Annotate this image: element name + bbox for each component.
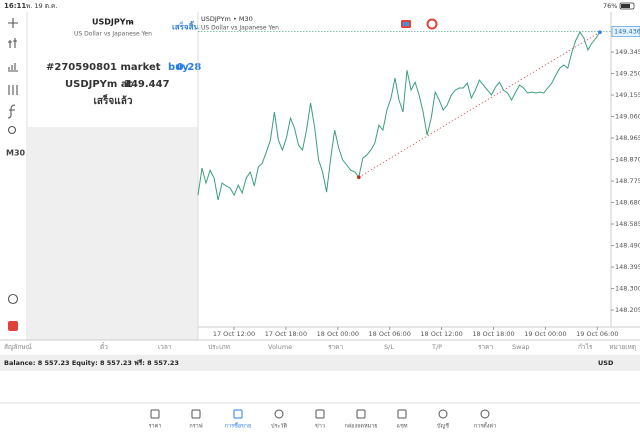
crosshair-tool[interactable] <box>8 18 18 28</box>
order-line: #270590801 market <box>46 62 161 73</box>
x-tick-label: 18 Oct 00:00 <box>317 330 359 338</box>
tab-icon[interactable] <box>150 409 160 419</box>
order-side: buy <box>168 62 189 73</box>
y-tick-label: 149.345 <box>615 48 640 56</box>
tab-icon[interactable] <box>356 409 366 419</box>
tab-label[interactable]: ข่าว <box>315 424 325 430</box>
y-tick-label: 148.870 <box>615 156 640 164</box>
last-marker <box>598 30 602 34</box>
sell-icon <box>403 22 409 26</box>
y-tick-label: 148.680 <box>615 199 640 207</box>
trade-tool[interactable] <box>8 321 18 331</box>
shapes-tool[interactable] <box>7 125 17 135</box>
tab-icon[interactable] <box>315 409 325 419</box>
column-header[interactable]: ราคา <box>328 343 343 351</box>
currency: USD <box>598 359 614 367</box>
tab-icon[interactable] <box>480 409 490 419</box>
y-tick-label: 149.155 <box>615 91 640 99</box>
column-header[interactable]: S/L <box>384 343 394 351</box>
order-price: 149.447 <box>124 79 170 90</box>
order-symbol: USDJPYm <box>92 18 134 27</box>
column-header[interactable]: Volume <box>268 343 292 351</box>
tab-icon[interactable] <box>438 409 448 419</box>
battery-level <box>621 4 630 8</box>
timeframe[interactable]: M30 <box>6 149 26 158</box>
balance-row <box>0 355 640 371</box>
y-tick-label: 148.490 <box>615 242 640 250</box>
column-header[interactable]: เวลา <box>158 343 172 351</box>
battery-icon <box>619 2 635 10</box>
order-volume: 0.28 <box>177 62 202 73</box>
objects-tool[interactable] <box>7 104 16 119</box>
y-tick-label: 148.775 <box>615 177 640 185</box>
buy-button[interactable] <box>426 18 438 30</box>
y-tick-label: 148.300 <box>615 285 640 293</box>
column-header[interactable]: หมายเหตุ <box>609 343 636 351</box>
price-line: USDJPYm at <box>65 79 133 90</box>
tab-icon[interactable] <box>274 409 284 419</box>
tab-label[interactable]: ราคา <box>149 424 162 430</box>
tab-label[interactable]: กล่องจดหมาย <box>344 424 377 430</box>
column-header[interactable]: T/P <box>431 343 442 351</box>
current-price-label: 149.436 <box>614 27 640 35</box>
x-tick-label: 18 Oct 12:00 <box>420 330 462 338</box>
symbol-dropdown[interactable] <box>128 20 134 24</box>
indicators-tool[interactable] <box>8 38 17 48</box>
y-tick-label: 148.585 <box>615 220 640 228</box>
toolbar: M30 <box>6 18 26 331</box>
x-tick-label: 18 Oct 06:00 <box>369 330 411 338</box>
column-header[interactable]: ตั๋ว <box>100 342 108 351</box>
x-tick-label: 18 Oct 18:00 <box>472 330 514 338</box>
status-battery: 76% <box>603 2 617 10</box>
status-date: พ. 19 ต.ค. <box>26 2 57 10</box>
order-description: US Dollar vs Japanese Yen <box>74 31 152 38</box>
column-header[interactable]: สัญลักษณ์ <box>4 343 32 351</box>
balance: Balance: 8 557.23 Equity: 8 557.23 ฟรี: … <box>4 359 179 367</box>
y-tick-label: 149.060 <box>615 113 640 121</box>
panel-empty <box>28 127 198 340</box>
search-tool[interactable] <box>7 293 19 305</box>
tab-icon[interactable] <box>191 409 201 419</box>
x-tick-label: 17 Oct 18:00 <box>265 330 307 338</box>
chart-type-tool[interactable] <box>8 63 18 72</box>
tab-bar: ราคา กราฟ การซื้อขาย ประวัติ ข่าว กล่องจดหมาย… <box>149 409 496 430</box>
tab-icon[interactable] <box>397 409 407 419</box>
tab-label[interactable]: การซื้อขาย <box>225 422 251 430</box>
column-header[interactable]: Swap <box>512 343 530 351</box>
trade-connector <box>358 31 601 178</box>
chart: 149.345 149.250 149.155 149.060 148.965 148.8… <box>197 26 640 338</box>
tab-label[interactable]: ประวัติ <box>271 423 287 430</box>
tab-label[interactable]: การตั้งค่า <box>474 422 496 430</box>
current-price-box <box>611 26 640 37</box>
tab-label[interactable]: กราฟ <box>189 423 202 430</box>
column-header[interactable]: ราคา <box>478 343 493 351</box>
column-header[interactable]: ประเภท <box>208 343 230 351</box>
done-button[interactable]: เสร็จสิ้น <box>172 21 199 32</box>
status-time: 16:11 <box>4 2 26 10</box>
y-tick-label: 148.395 <box>615 263 640 271</box>
x-tick-label: 17 Oct 12:00 <box>213 330 255 338</box>
entry-marker <box>357 175 361 179</box>
column-header[interactable]: กำไร <box>578 343 593 351</box>
x-tick-label: 19 Oct 06:00 <box>576 330 618 338</box>
x-tick-label: 19 Oct 00:00 <box>524 330 566 338</box>
table-header: สัญลักษณ์ ตั๋ว เวลา ประเภท Volume ราคา S/L T/P ร… <box>4 342 636 351</box>
tab-label[interactable]: แชท <box>397 423 408 430</box>
chart-title: USDJPYm • M30 <box>201 15 253 23</box>
order-status: เสร็จแล้ว <box>94 93 133 107</box>
settings-tool[interactable] <box>8 85 18 95</box>
price-line <box>197 31 601 201</box>
y-tick-label: 148.965 <box>615 134 640 142</box>
y-tick-label: 149.250 <box>615 70 640 78</box>
tab-label[interactable]: บัญชี <box>437 423 449 430</box>
tab-icon[interactable] <box>233 409 243 419</box>
chart-subtitle: US Dollar vs Japanese Yen <box>201 25 279 32</box>
y-tick-label: 148.205 <box>615 306 640 314</box>
